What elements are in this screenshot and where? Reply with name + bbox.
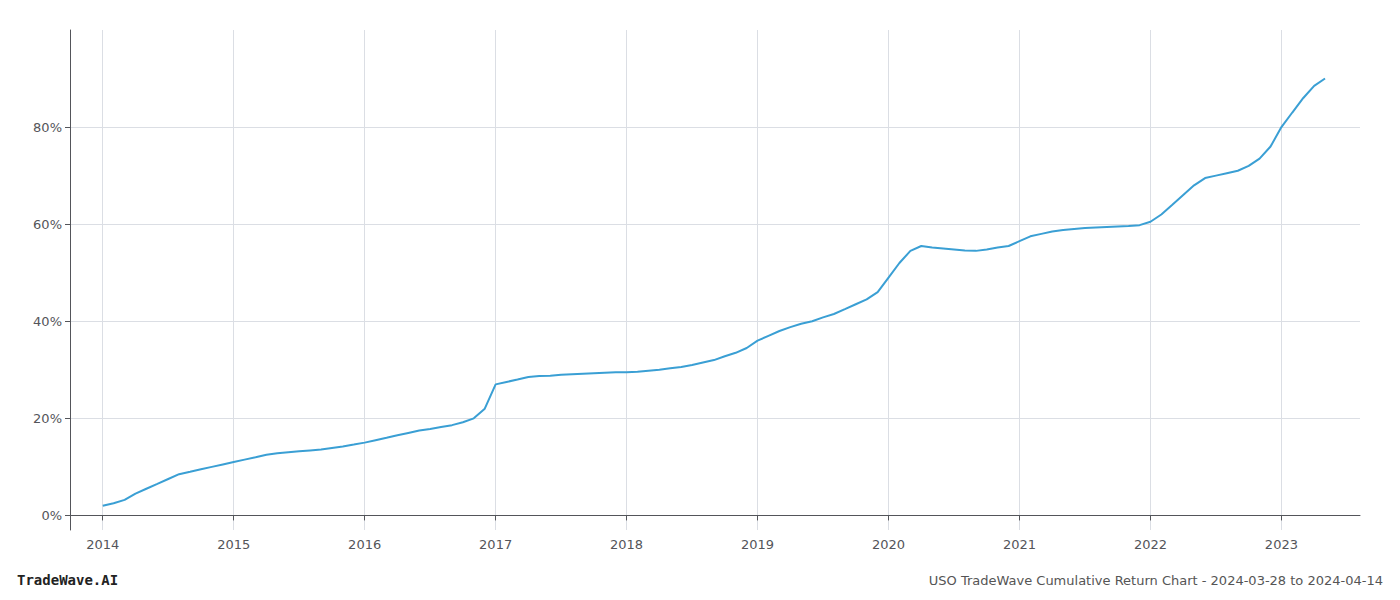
- svg-text:USO TradeWave Cumulative Retur: USO TradeWave Cumulative Return Chart - …: [929, 573, 1383, 588]
- svg-text:0%: 0%: [41, 508, 62, 523]
- svg-text:2020: 2020: [872, 537, 905, 552]
- svg-text:2016: 2016: [348, 537, 381, 552]
- svg-text:2019: 2019: [741, 537, 774, 552]
- svg-text:80%: 80%: [33, 120, 62, 135]
- svg-text:2022: 2022: [1134, 537, 1167, 552]
- svg-text:2021: 2021: [1003, 537, 1036, 552]
- svg-text:TradeWave.AI: TradeWave.AI: [17, 572, 118, 588]
- svg-text:40%: 40%: [33, 314, 62, 329]
- svg-text:2018: 2018: [610, 537, 643, 552]
- svg-text:2014: 2014: [86, 537, 119, 552]
- svg-text:2017: 2017: [479, 537, 512, 552]
- svg-text:20%: 20%: [33, 411, 62, 426]
- svg-text:60%: 60%: [33, 217, 62, 232]
- svg-text:2023: 2023: [1265, 537, 1298, 552]
- svg-text:2015: 2015: [217, 537, 250, 552]
